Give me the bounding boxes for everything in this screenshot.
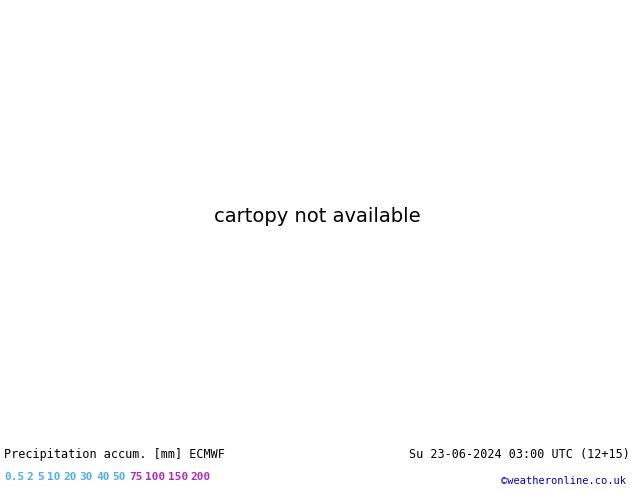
Text: cartopy not available: cartopy not available xyxy=(214,207,420,226)
Text: 30: 30 xyxy=(80,472,93,482)
Text: 40: 40 xyxy=(96,472,110,482)
Text: 10: 10 xyxy=(47,472,60,482)
Text: 75: 75 xyxy=(129,472,143,482)
Text: 20: 20 xyxy=(63,472,77,482)
Text: ©weatheronline.co.uk: ©weatheronline.co.uk xyxy=(501,476,626,486)
Text: 2: 2 xyxy=(27,472,34,482)
Text: 150: 150 xyxy=(168,472,188,482)
Text: 0.5: 0.5 xyxy=(4,472,24,482)
Text: Su 23-06-2024 03:00 UTC (12+15): Su 23-06-2024 03:00 UTC (12+15) xyxy=(409,448,630,461)
Text: 50: 50 xyxy=(113,472,126,482)
Text: 5: 5 xyxy=(37,472,44,482)
Text: 100: 100 xyxy=(145,472,165,482)
Text: 200: 200 xyxy=(191,472,211,482)
Text: Precipitation accum. [mm] ECMWF: Precipitation accum. [mm] ECMWF xyxy=(4,448,225,461)
